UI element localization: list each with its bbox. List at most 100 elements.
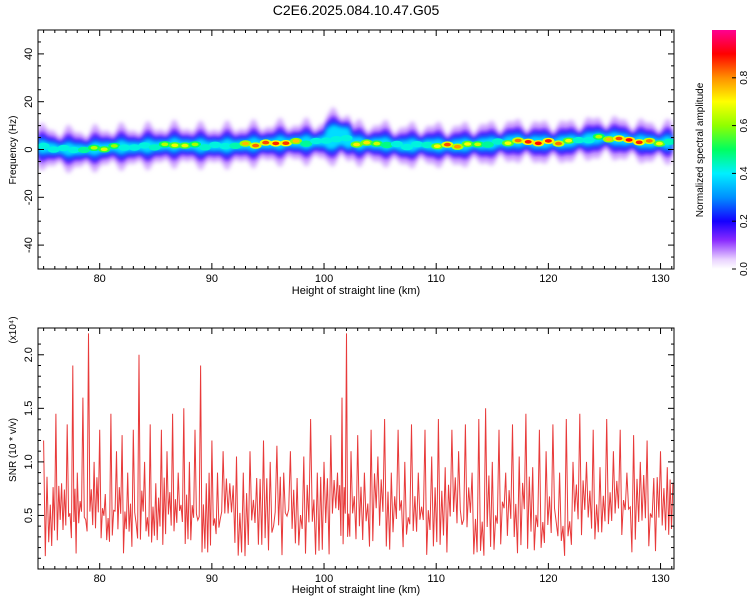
spectrogram-cell bbox=[411, 141, 424, 148]
spectrogram-cell bbox=[481, 141, 494, 148]
snr-x-tick-label: 80 bbox=[94, 573, 106, 585]
spectrogram-cell bbox=[582, 137, 595, 144]
snr-x-tick-label: 110 bbox=[427, 573, 445, 585]
snr-y-tick-label: 2.0 bbox=[23, 347, 35, 362]
spectrogram-y-tick-label: 20 bbox=[23, 96, 35, 108]
spectrogram-peak-cell bbox=[161, 142, 169, 147]
snr-y-axis-label: SNR (10 * v/v) bbox=[8, 418, 19, 482]
spectrogram-peak-cell bbox=[353, 142, 361, 147]
snr-x-tick-label: 120 bbox=[539, 573, 557, 585]
spectrogram-cell bbox=[229, 142, 242, 149]
spectrogram-cell bbox=[78, 146, 90, 154]
spectrogram-panel: 80 90 100 110 120 130 -40 -20 0 20 40 Height of st… bbox=[8, 29, 675, 297]
spectrogram-x-tick-label: 100 bbox=[315, 273, 333, 285]
spectrogram-cell bbox=[128, 144, 141, 151]
spectrogram-cell bbox=[380, 141, 393, 149]
spectrogram-peak-cell bbox=[454, 144, 461, 149]
snr-series-line bbox=[43, 333, 674, 557]
spectrogram-peak-cell bbox=[282, 141, 290, 145]
spectrogram-cell bbox=[330, 136, 343, 143]
spectrogram-x-tick-label: 110 bbox=[427, 273, 445, 285]
colorbar-tick-label: 0.2 bbox=[739, 214, 750, 228]
spectrogram-ticks: 80 90 100 110 120 130 -40 -20 0 20 40 bbox=[23, 29, 674, 285]
spectrogram-peak-cell bbox=[504, 141, 512, 145]
spectrogram-y-tick-label: -20 bbox=[23, 189, 35, 205]
spectrogram-peak-cell bbox=[373, 141, 381, 146]
spectrogram-x-tick-label: 120 bbox=[539, 273, 557, 285]
spectrogram-y-tick-label: 40 bbox=[23, 48, 35, 60]
colorbar-tick-label: 0.0 bbox=[739, 262, 750, 276]
spectrogram-cell bbox=[47, 146, 60, 153]
spectrogram-y-tick-label: -40 bbox=[23, 237, 35, 253]
spectrogram-peak-cell bbox=[524, 140, 532, 144]
snr-panel: 80 90 100 110 120 130 0.5 1.0 1.5 2.0 Height of s… bbox=[8, 316, 675, 596]
spectrogram-cell bbox=[310, 137, 323, 145]
spectrogram-x-axis-label: Height of straight line (km) bbox=[292, 285, 420, 297]
spectrogram-inner-band bbox=[38, 124, 672, 157]
spectrogram-peak-cell bbox=[252, 143, 260, 148]
snr-x-tick-label: 100 bbox=[315, 573, 333, 585]
spectrogram-cell bbox=[491, 138, 504, 145]
spectrogram-peak-cell bbox=[565, 138, 573, 143]
spectrogram-peak-cell bbox=[464, 142, 472, 146]
spectrogram-cell bbox=[219, 142, 232, 150]
spectrogram-cell bbox=[67, 146, 80, 154]
spectrogram-cell bbox=[148, 144, 161, 151]
spectrogram-cell bbox=[572, 136, 585, 144]
spectrogram-peak-cell bbox=[474, 142, 482, 147]
spectrogram-peak-cell bbox=[625, 138, 633, 142]
spectrogram-x-tick-label: 90 bbox=[206, 273, 218, 285]
spectrogram-x-tick-label: 80 bbox=[94, 273, 106, 285]
spectrogram-peak-cell bbox=[595, 134, 603, 139]
spectrogram-cell bbox=[663, 138, 674, 145]
spectrogram-peak-cell bbox=[292, 139, 300, 143]
spectrogram-peak-cell bbox=[534, 141, 542, 146]
spectrogram-peak-cell bbox=[100, 147, 108, 152]
colorbar: 0.0 0.2 0.4 0.6 0.8 Normalized spectral ampl… bbox=[695, 30, 750, 276]
spectrogram-peak-cell bbox=[615, 136, 623, 141]
snr-x-tick-label: 90 bbox=[206, 573, 218, 585]
snr-x-tick-label: 130 bbox=[651, 573, 669, 585]
spectrogram-peak-cell bbox=[110, 144, 118, 148]
snr-ticks: 80 90 100 110 120 130 0.5 1.0 1.5 2.0 bbox=[23, 328, 674, 585]
spectrogram-cell bbox=[340, 135, 353, 142]
snr-y-tick-label: 1.0 bbox=[23, 454, 35, 469]
spectrogram-y-axis-label: Frequency (Hz) bbox=[8, 116, 19, 185]
spectrogram-peak-cell bbox=[514, 138, 522, 143]
spectrogram-cell bbox=[199, 144, 212, 151]
colorbar-label: Normalized spectral amplitude bbox=[695, 82, 706, 217]
spectrogram-peak-cell bbox=[242, 141, 249, 146]
spectrogram-peak-cell bbox=[191, 142, 199, 147]
snr-y-multiplier: (x10⁴) bbox=[8, 316, 19, 343]
spectrogram-cell bbox=[118, 144, 131, 151]
spectrogram-peak-cell bbox=[181, 143, 189, 148]
spectrogram-peak-cell bbox=[443, 142, 451, 147]
colorbar-gradient bbox=[712, 30, 736, 269]
spectrogram-cell bbox=[57, 144, 70, 152]
spectrogram-peak-cell bbox=[171, 143, 179, 148]
spectrogram-peak-cell bbox=[635, 140, 643, 145]
spectrogram-peak-cell bbox=[555, 141, 562, 146]
spectrogram-cell bbox=[300, 140, 313, 147]
snr-y-tick-label: 0.5 bbox=[23, 508, 35, 523]
spectrogram-peak-cell bbox=[544, 139, 552, 143]
figure-title: C2E6.2025.084.10.47.G05 bbox=[273, 2, 440, 18]
spectrogram-peak-cell bbox=[262, 140, 270, 145]
spectrogram-y-tick-label: 0 bbox=[23, 146, 35, 152]
spectrogram-peak-cell bbox=[90, 146, 98, 150]
spectrogram-cell bbox=[38, 142, 50, 150]
spectrogram-peak-cell bbox=[655, 141, 663, 146]
colorbar-tick-label: 0.6 bbox=[739, 118, 750, 132]
spectrogram-peak-cell bbox=[272, 141, 280, 146]
spectrogram-peak-cell bbox=[645, 139, 653, 143]
spectrogram-peak-cell bbox=[363, 140, 371, 145]
snr-x-axis-label: Height of straight line (km) bbox=[292, 584, 420, 596]
spectrogram-cell bbox=[401, 143, 413, 151]
spectrogram-cell bbox=[390, 140, 403, 148]
spectrogram-cell bbox=[138, 142, 151, 149]
snr-frame bbox=[37, 327, 675, 570]
colorbar-tick-label: 0.8 bbox=[739, 70, 750, 84]
colorbar-ticks: 0.0 0.2 0.4 0.6 0.8 bbox=[732, 70, 750, 276]
colorbar-tick-label: 0.4 bbox=[739, 166, 750, 180]
